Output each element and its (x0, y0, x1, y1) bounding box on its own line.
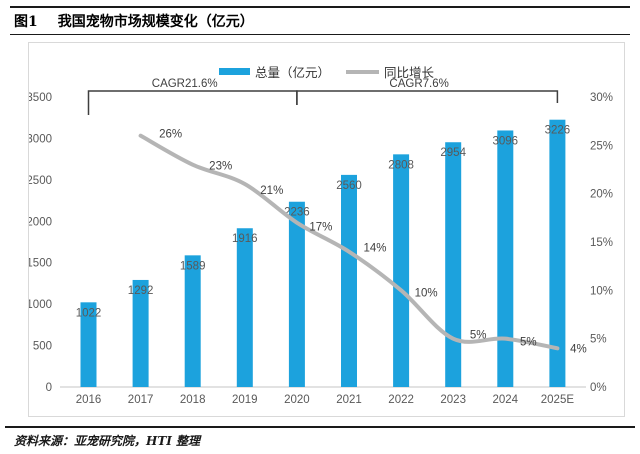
left-axis-tick: 2500 (29, 175, 52, 187)
left-axis-tick: 1000 (29, 299, 52, 311)
bar-2025E[interactable] (549, 119, 566, 388)
legend-item-total[interactable]: 总量（亿元） (218, 62, 330, 81)
bar-value-label: 3096 (493, 135, 519, 147)
bar-series-swatch (218, 68, 250, 75)
right-axis-tick: 0% (590, 382, 607, 394)
right-axis-tick: 25% (590, 140, 613, 152)
bar-2019[interactable] (236, 228, 253, 387)
bar-2017[interactable] (132, 279, 149, 387)
x-axis-category-label: 2020 (284, 394, 310, 406)
left-axis-tick: 3500 (29, 92, 52, 104)
growth-line (138, 133, 560, 351)
legend-label-total: 总量（亿元） (254, 65, 330, 80)
cagr-annotation: CAGR21.6% (152, 78, 218, 90)
x-axis-category-label: 2018 (180, 394, 206, 406)
bar-value-label: 1022 (76, 307, 102, 319)
header-divider (10, 34, 630, 35)
bar-value-label: 2808 (388, 159, 414, 171)
figure-number: 图1 (14, 14, 38, 30)
bar-value-label: 2560 (336, 180, 362, 192)
bar-2024[interactable] (497, 130, 514, 387)
x-axis-category-label: 2021 (336, 394, 362, 406)
cagr-annotation: CAGR7.6% (389, 78, 448, 90)
right-axis-tick: 20% (590, 189, 613, 201)
figure-title: 我国宠物市场规模变化（亿元） (57, 14, 254, 30)
bar-value-label: 1916 (232, 233, 258, 245)
bar-value-label: 2954 (440, 147, 466, 159)
left-axis-tick: 500 (33, 341, 52, 353)
bar-2018[interactable] (184, 255, 201, 387)
right-axis-tick: 15% (590, 237, 613, 249)
left-axis-tick: 2000 (29, 216, 52, 228)
chart-plot-area: CAGR21.6% CAGR7.6% 0 500 1000 1500 2000 2500 300… (29, 78, 613, 406)
x-axis-category-label: 2025E (541, 394, 575, 406)
x-axis-category-label: 2017 (128, 394, 154, 406)
line-series-swatch (346, 69, 379, 74)
growth-point-label: 21% (260, 185, 283, 197)
left-axis-tick: 1500 (29, 258, 52, 270)
footer-divider (5, 426, 635, 428)
x-axis-category-label: 2024 (493, 394, 519, 406)
x-axis-category-label: 2016 (76, 394, 102, 406)
bar-2020[interactable] (288, 201, 305, 387)
chart-panel: 总量（亿元） 同比增长 CAGR21.6% CAGR7.6% 0 500 1000 150… (28, 42, 625, 417)
growth-point-label: 5% (470, 330, 487, 342)
left-axis-tick: 0 (46, 382, 52, 394)
left-axis-tick: 3000 (29, 133, 52, 145)
right-axis-tick: 5% (590, 334, 607, 346)
legend-item-growth[interactable]: 同比增长 (346, 62, 434, 81)
growth-point-label: 26% (159, 129, 182, 141)
legend-label-growth: 同比增长 (384, 65, 435, 80)
bar-2023[interactable] (445, 142, 462, 387)
cagr-bracket (296, 90, 559, 105)
x-axis-category-label: 2022 (388, 394, 414, 406)
bar-value-label: 1589 (180, 260, 206, 272)
right-axis-tick: 10% (590, 285, 613, 297)
bar-2022[interactable] (393, 154, 410, 387)
right-axis-tick: 30% (590, 92, 613, 104)
bar-2016[interactable] (80, 302, 97, 387)
growth-point-label: 23% (209, 161, 232, 173)
bar-2021[interactable] (341, 174, 357, 387)
bar-value-label: 1292 (128, 285, 154, 297)
chart-legend: 总量（亿元） 同比增长 (29, 62, 624, 81)
source-note: 资料来源：亚宠研究院，HTI 整理 (14, 434, 201, 448)
figure-header: 图1 我国宠物市场规模变化（亿元） (14, 11, 254, 31)
top-rule (10, 6, 630, 8)
x-axis-category-label: 2023 (440, 394, 466, 406)
cagr-bracket (87, 90, 298, 115)
growth-point-label: 4% (570, 343, 587, 355)
growth-point-label: 17% (309, 222, 332, 234)
growth-point-label: 14% (363, 243, 386, 255)
growth-point-label: 5% (520, 337, 537, 349)
bar-value-label: 3226 (545, 125, 571, 137)
growth-point-label: 10% (415, 287, 438, 299)
x-axis-category-label: 2019 (232, 394, 258, 406)
